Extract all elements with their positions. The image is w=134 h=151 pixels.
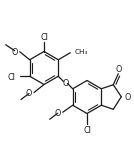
Text: Cl: Cl: [83, 126, 91, 135]
Text: O: O: [115, 65, 122, 74]
Text: O: O: [54, 109, 61, 118]
Text: O: O: [124, 93, 131, 102]
Text: Cl: Cl: [40, 33, 48, 42]
Text: O: O: [62, 79, 69, 88]
Text: CH₃: CH₃: [74, 49, 88, 55]
Text: Cl: Cl: [8, 73, 16, 82]
Text: O: O: [26, 89, 32, 98]
Text: O: O: [11, 48, 18, 57]
